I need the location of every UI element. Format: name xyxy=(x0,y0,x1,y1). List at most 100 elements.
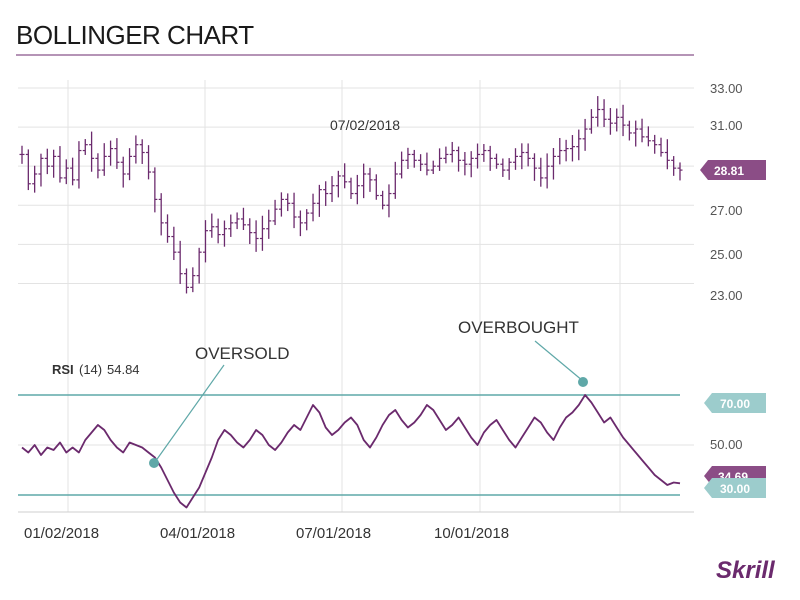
ohlc-bar xyxy=(297,210,303,237)
ohlc-bar xyxy=(291,192,297,229)
rsi-line xyxy=(21,394,681,509)
rsi-legend: RSI (14) 54.84 xyxy=(52,362,140,377)
ohlc-bar xyxy=(278,192,284,217)
ohlc-bar xyxy=(569,135,575,162)
current-price-badge: 28.81 xyxy=(700,160,766,180)
ohlc-bar xyxy=(63,159,69,185)
ohlc-bar xyxy=(386,184,392,218)
ohlc-bar xyxy=(607,108,613,135)
x-tick-label: 04/01/2018 xyxy=(160,525,235,542)
ohlc-bar xyxy=(614,108,620,132)
ohlc-bar xyxy=(101,143,107,176)
ohlc-bar xyxy=(152,167,158,213)
price-tick-23: 23.00 xyxy=(710,288,743,303)
ohlc-bar xyxy=(354,174,360,205)
overbought-label: OVERBOUGHT xyxy=(458,318,579,337)
oversold-level-badge: 30.00 xyxy=(704,478,766,498)
ohlc-bar xyxy=(639,118,645,143)
rsi-name: RSI xyxy=(52,362,74,377)
ohlc-bar xyxy=(620,104,626,137)
ohlc-bar xyxy=(184,268,189,294)
ohlc-bar xyxy=(652,134,658,154)
x-tick-label: 07/01/2018 xyxy=(296,525,371,542)
ohlc-bar xyxy=(196,247,202,284)
ohlc-bar xyxy=(481,144,487,162)
ohlc-bar xyxy=(550,148,556,180)
ohlc-bar xyxy=(475,143,481,169)
overbought-pointer xyxy=(534,340,584,382)
ohlc-bar xyxy=(399,151,405,179)
ohlc-bar xyxy=(361,163,367,199)
ohlc-bar xyxy=(259,215,265,251)
ohlc-bar xyxy=(228,214,234,237)
ohlc-bar xyxy=(82,139,88,155)
skrill-logo: Skrill xyxy=(716,557,776,584)
ohlc-bar xyxy=(437,148,443,171)
ohlc-bar xyxy=(120,156,126,188)
ohlc-bar xyxy=(487,145,493,171)
ohlc-bar xyxy=(418,154,424,172)
ohlc-bar xyxy=(215,218,221,244)
ohlc-bar xyxy=(127,148,133,181)
ohlc-bar xyxy=(430,160,436,175)
ohlc-bar xyxy=(411,149,417,168)
rsi-current-label: 54.84 xyxy=(107,362,140,377)
ohlc-bar xyxy=(310,193,316,222)
ohlc-bar xyxy=(557,137,563,165)
ohlc-bar xyxy=(633,120,639,147)
ohlc-bar xyxy=(664,139,670,170)
price-tick-31: 31.00 xyxy=(710,118,743,133)
ohlc-bar xyxy=(95,153,101,179)
ohlc-bar xyxy=(70,157,76,186)
ohlc-bar xyxy=(158,193,164,236)
ohlc-bar xyxy=(506,158,512,180)
rsi-tick-50: 50.00 xyxy=(710,437,743,452)
ohlc-bar xyxy=(500,158,506,177)
ohlc-bar xyxy=(456,146,462,172)
ohlc-bar xyxy=(544,153,550,189)
ohlc-bar xyxy=(443,146,449,164)
ohlc-bar xyxy=(424,152,430,176)
ohlc-bar xyxy=(76,141,82,189)
ohlc-bar xyxy=(146,145,152,180)
ohlc-bar xyxy=(89,131,95,172)
overbought-marker xyxy=(578,377,588,387)
ohlc-bar xyxy=(266,209,272,239)
ohlc-bar xyxy=(209,213,215,238)
ohlc-bar xyxy=(538,157,544,187)
ohlc-bar xyxy=(367,167,373,192)
ohlc-bar xyxy=(525,143,531,167)
ohlc-bar xyxy=(38,153,44,187)
ohlc-bar xyxy=(44,148,50,175)
price-tick-25: 25.00 xyxy=(710,247,743,262)
ohlc-bar xyxy=(671,156,677,176)
ohlc-bar xyxy=(133,135,139,164)
oversold-marker xyxy=(149,458,159,468)
ohlc-bar xyxy=(221,220,227,247)
ohlc-bar xyxy=(348,177,354,199)
ohlc-bar xyxy=(468,151,474,178)
ohlc-bar xyxy=(25,149,31,191)
ohlc-bar xyxy=(165,214,171,243)
ohlc-bar xyxy=(108,140,114,166)
ohlc-bar xyxy=(595,96,601,127)
ohlc-bar xyxy=(114,138,120,169)
price-tick-27: 27.00 xyxy=(710,203,743,218)
price-date-annotation: 07/02/2018 xyxy=(330,117,400,133)
ohlc-bar xyxy=(171,226,177,261)
ohlc-bar xyxy=(342,163,348,189)
ohlc-bar xyxy=(405,147,411,169)
ohlc-bar xyxy=(513,148,518,170)
ohlc-bar xyxy=(626,120,632,141)
ohlc-bar xyxy=(576,129,582,161)
ohlc-bar xyxy=(380,190,386,210)
overbought-level-value: 70.00 xyxy=(720,397,750,411)
ohlc-bar xyxy=(139,139,145,164)
ohlc-bar xyxy=(51,149,57,178)
chart-title: BOLLINGER CHART xyxy=(16,20,254,50)
ohlc-bar xyxy=(247,218,253,245)
ohlc-bar xyxy=(531,153,537,181)
price-tick-33: 33.00 xyxy=(710,81,743,96)
ohlc-bar xyxy=(677,162,683,181)
